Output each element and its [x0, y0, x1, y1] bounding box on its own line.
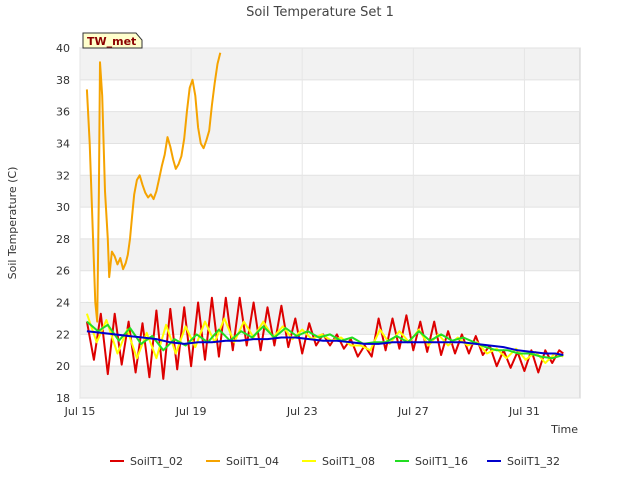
legend-label: SoilT1_32: [507, 455, 560, 468]
y-tick-label: 22: [56, 328, 70, 341]
y-axis-label: Soil Temperature (C): [6, 167, 19, 280]
legend-item-soilt1_08: SoilT1_08: [302, 455, 375, 468]
series-lines: [85, 52, 564, 380]
legend-label: SoilT1_08: [322, 455, 375, 468]
series-line-soilt1_08: [85, 313, 564, 364]
legend-label: SoilT1_04: [226, 455, 279, 468]
y-tick-label: 20: [56, 360, 70, 373]
x-tick-label: Jul 15: [64, 405, 96, 418]
y-tick-label: 40: [56, 42, 70, 55]
y-tick-label: 30: [56, 201, 70, 214]
legend-label: SoilT1_16: [415, 455, 468, 468]
site-badge-label: TW_met: [87, 35, 136, 48]
grid-band: [80, 175, 580, 208]
legend-item-soilt1_04: SoilT1_04: [206, 455, 279, 468]
chart-title: Soil Temperature Set 1: [246, 5, 394, 20]
grid-band: [80, 302, 580, 335]
series-line-soilt1_04: [85, 52, 222, 323]
grid-band: [80, 111, 580, 144]
y-tick-label: 24: [56, 297, 70, 310]
y-tick-label: 18: [56, 392, 70, 405]
y-tick-label: 32: [56, 169, 70, 182]
x-tick-label: Jul 31: [508, 405, 540, 418]
grid-bands: [80, 48, 580, 398]
legend-label: SoilT1_02: [130, 455, 183, 468]
legend: SoilT1_02 SoilT1_04 SoilT1_08 SoilT1_16 Soil…: [110, 455, 560, 468]
x-axis-ticks: Jul 15 Jul 19 Jul 23 Jul 27 Jul 31: [64, 48, 540, 418]
series-line-soilt1_32: [86, 330, 564, 356]
legend-item-soilt1_32: SoilT1_32: [487, 455, 560, 468]
legend-item-soilt1_16: SoilT1_16: [395, 455, 468, 468]
site-badge: TW_met: [82, 32, 143, 49]
legend-item-soilt1_02: SoilT1_02: [110, 455, 183, 468]
y-tick-label: 28: [56, 233, 70, 246]
site-badge-shape: [82, 32, 143, 49]
x-tick-label: Jul 27: [397, 405, 429, 418]
x-tick-label: Jul 19: [175, 405, 207, 418]
y-tick-label: 38: [56, 74, 70, 87]
grid-band: [80, 238, 580, 271]
y-tick-label: 34: [56, 137, 70, 150]
grid-band: [80, 48, 580, 80]
x-tick-label: Jul 23: [286, 405, 318, 418]
series-line-soilt1_16: [86, 320, 564, 360]
y-tick-label: 26: [56, 265, 70, 278]
x-axis-label: Time: [550, 423, 578, 436]
y-tick-label: 36: [56, 106, 70, 119]
grid-band: [80, 366, 580, 398]
